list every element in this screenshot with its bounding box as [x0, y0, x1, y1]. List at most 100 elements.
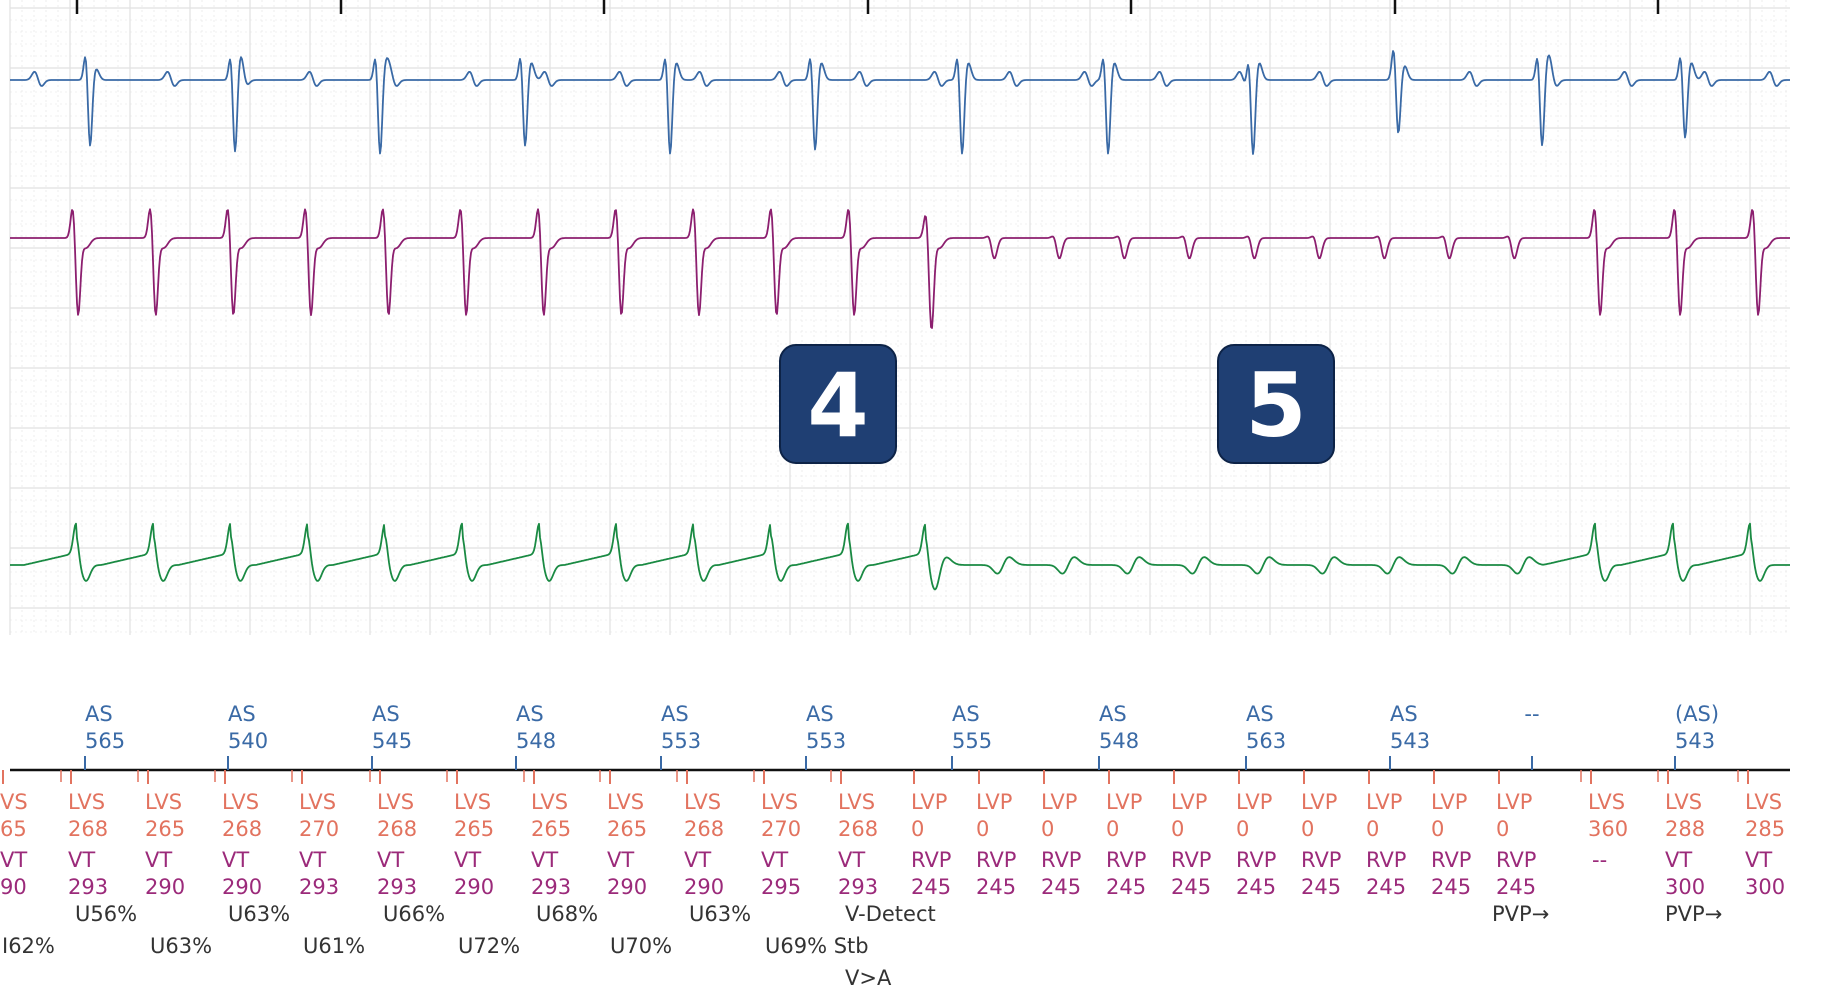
- atrial-marker-label: (AS): [1675, 702, 1719, 726]
- ventricular-marker: LVP 0 RVP 245: [911, 770, 951, 899]
- rv-marker-label: VT: [145, 848, 172, 872]
- ventricular-marker-value: 268: [68, 817, 108, 841]
- annotation-text: U63%: [689, 902, 751, 926]
- atrial-marker-interval: 540: [228, 729, 268, 753]
- annotation-text: U63%: [150, 934, 212, 958]
- rv-marker-label: --: [1592, 848, 1607, 872]
- rv-marker-label: RVP: [1431, 848, 1471, 872]
- ventricular-marker-label: LVS: [531, 790, 568, 814]
- ventricular-marker-value: 0: [1171, 817, 1184, 841]
- time-ticks: [75, 0, 1660, 14]
- ventricular-marker: LVS 265 VT 290: [137, 770, 185, 899]
- atrial-marker: AS 548: [1098, 702, 1139, 770]
- rv-marker-value: 293: [377, 875, 417, 899]
- ventricular-marker-label: LVP: [911, 790, 947, 814]
- atrial-marker: AS 543: [1389, 702, 1430, 770]
- ventricular-marker-label: LVS: [761, 790, 798, 814]
- ventricular-marker: LVS 268 VT 290: [676, 770, 724, 899]
- rv-marker-value: 300: [1745, 875, 1785, 899]
- atrial-marker-interval: 553: [661, 729, 701, 753]
- ventricular-marker-value: 268: [838, 817, 878, 841]
- ventricular-marker-label: LVS: [1665, 790, 1702, 814]
- ventricular-marker: LVS 268 VT 293: [830, 770, 878, 899]
- rv-marker-value: 245: [1171, 875, 1211, 899]
- atrial-marker: AS 548: [515, 702, 556, 770]
- ventricular-marker-value: 0: [1496, 817, 1509, 841]
- ventricular-marker: LVS 285 VT 300: [1737, 770, 1785, 899]
- annotation-text: U69% Stb: [765, 934, 869, 958]
- badge-5-box: [1217, 344, 1335, 464]
- rv-marker-label: RVP: [911, 848, 951, 872]
- lv-egm-trace: [10, 522, 1790, 591]
- annotations: U56% U63% U66% U68% U63% V-Detect PVP→ PVP→ I62%…: [2, 902, 1722, 990]
- ventricular-marker-label: LVP: [1041, 790, 1077, 814]
- atrial-marker-label: AS: [1246, 702, 1274, 726]
- ventricular-marker-label: LVS: [838, 790, 875, 814]
- atrial-marker: AS 565: [84, 702, 125, 770]
- ventricular-marker-label: LVP: [1106, 790, 1142, 814]
- rv-marker-label: VT: [607, 848, 634, 872]
- badge-4: 4: [779, 344, 897, 464]
- ventricular-marker-value: 0: [1236, 817, 1249, 841]
- ventricular-marker-label: VS: [0, 790, 28, 814]
- rv-marker-value: 245: [1366, 875, 1406, 899]
- ventricular-marker: LVP 0 RVP 245: [976, 770, 1016, 899]
- ventricular-marker: LVS 270 VT 293: [291, 770, 339, 899]
- annotation-text: U63%: [228, 902, 290, 926]
- atrial-marker: AS 553: [805, 702, 846, 770]
- badge-4-label: 4: [807, 354, 868, 457]
- atrial-marker-label: AS: [661, 702, 689, 726]
- ventricular-marker: LVP 0 RVP 245: [1301, 770, 1341, 899]
- rv-marker-value: 245: [1106, 875, 1146, 899]
- ventricular-marker: LVS 268 VT 290: [214, 770, 262, 899]
- rv-marker-label: VT: [299, 848, 326, 872]
- ventricular-marker: LVP 0 RVP 245: [1496, 770, 1536, 899]
- rv-marker-value: 245: [1041, 875, 1081, 899]
- ventricular-marker-label: LVS: [222, 790, 259, 814]
- atrial-marker-interval: 545: [372, 729, 412, 753]
- rv-marker-value: 245: [1431, 875, 1471, 899]
- ventricular-marker-label: LVP: [1301, 790, 1337, 814]
- ventricular-marker: VS 65 VT 90: [0, 770, 28, 899]
- atrial-marker-label: AS: [952, 702, 980, 726]
- rv-marker-value: 295: [761, 875, 801, 899]
- atrial-marker-label: AS: [516, 702, 544, 726]
- rv-marker-label: RVP: [1041, 848, 1081, 872]
- grid: [9, 0, 1790, 635]
- ventricular-marker-label: LVS: [454, 790, 491, 814]
- atrial-marker: AS 563: [1245, 702, 1286, 770]
- atrial-marker-label: AS: [806, 702, 834, 726]
- ventricular-marker-value: 0: [911, 817, 924, 841]
- ventricular-marker: LVP 0 RVP 245: [1041, 770, 1081, 899]
- atrial-marker-interval: 555: [952, 729, 992, 753]
- atrial-marker: (AS) 543: [1674, 702, 1719, 770]
- atrial-marker: AS 540: [227, 702, 268, 770]
- ventricular-marker-label: LVS: [1745, 790, 1782, 814]
- atrial-marker: AS 555: [951, 702, 992, 770]
- annotation-text: V-Detect: [845, 902, 936, 926]
- rv-marker-value: 290: [607, 875, 647, 899]
- ventricular-marker-label: LVP: [1366, 790, 1402, 814]
- annotation-text: PVP→: [1665, 902, 1722, 926]
- rv-marker-label: VT: [761, 848, 788, 872]
- rv-marker-value: 293: [531, 875, 571, 899]
- ventricular-marker: LVS 270 VT 295: [753, 770, 801, 899]
- rv-marker-value: 245: [1236, 875, 1276, 899]
- atrial-egm-trace: [10, 50, 1790, 155]
- ventricular-marker-value: 0: [1431, 817, 1444, 841]
- rv-marker-label: VT: [1665, 848, 1692, 872]
- marker-channel: AS 565 AS 540 AS 545 AS 548 AS 553 AS 553 AS 555 AS 548…: [0, 702, 1790, 899]
- ventricular-marker-value: 288: [1665, 817, 1705, 841]
- ventricular-marker-label: LVP: [1431, 790, 1467, 814]
- rv-marker-label: VT: [68, 848, 95, 872]
- ventricular-marker-label: LVS: [377, 790, 414, 814]
- ventricular-marker-value: 268: [377, 817, 417, 841]
- atrial-marker-interval: 548: [1099, 729, 1139, 753]
- rv-marker-value: 90: [0, 875, 27, 899]
- ventricular-marker-value: 268: [222, 817, 262, 841]
- ventricular-marker-label: LVP: [1236, 790, 1272, 814]
- rv-marker-label: RVP: [1496, 848, 1536, 872]
- atrial-marker: AS 545: [371, 702, 412, 770]
- ventricular-marker-label: LVS: [145, 790, 182, 814]
- atrial-marker-label: AS: [228, 702, 256, 726]
